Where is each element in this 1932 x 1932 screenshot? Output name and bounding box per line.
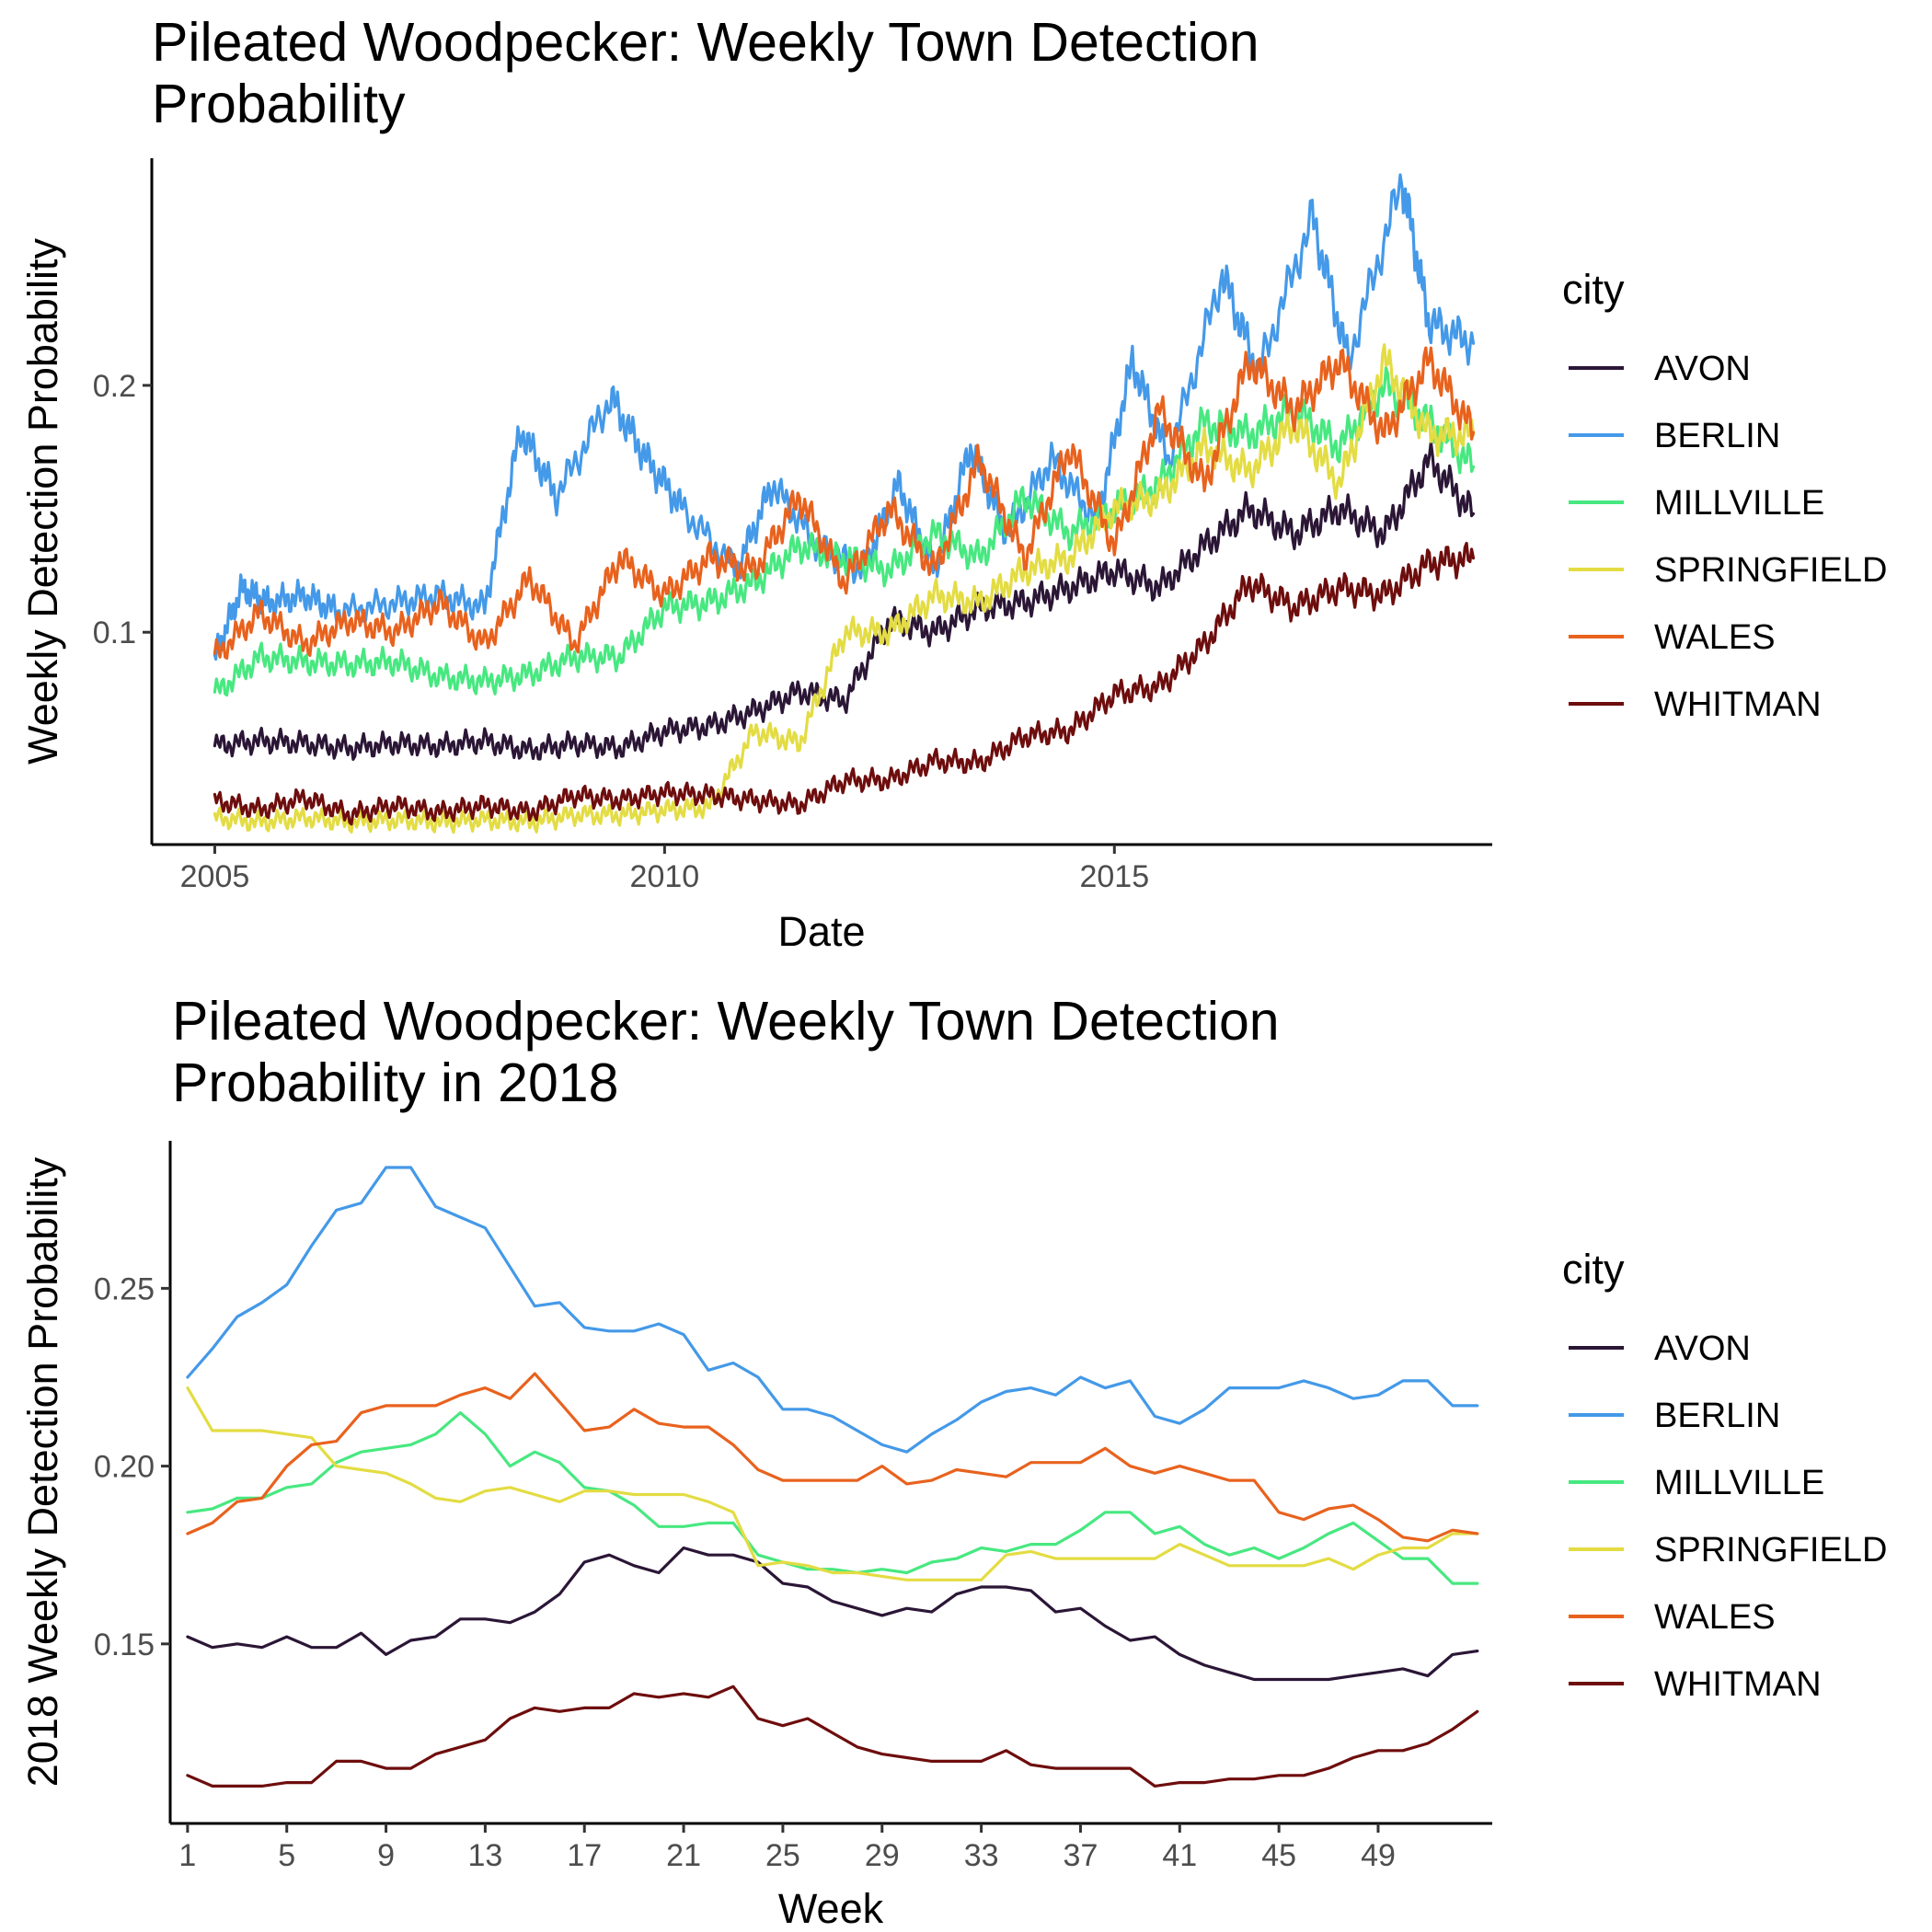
plot-area: 2005 2010 2015 0.1 0.2 (93, 158, 1492, 894)
x-tick-label: 33 (964, 1838, 999, 1873)
chart-title-line-1: Pileated Woodpecker: Weekly Town Detecti… (152, 12, 1259, 73)
x-tick-label: 2015 (1079, 859, 1149, 894)
x-tick-label: 2010 (630, 859, 700, 894)
x-tick-label: 41 (1162, 1838, 1197, 1873)
series-line-springfield (186, 1386, 1479, 1581)
x-tick-label: 2005 (180, 859, 250, 894)
chart-all-years: Pileated Woodpecker: Weekly Town Detecti… (19, 12, 1887, 955)
y-axis-title: Weekly Detection Probability (19, 238, 66, 765)
legend-label-berlin: BERLIN (1654, 1397, 1780, 1435)
series-line-avon (186, 1546, 1479, 1682)
legend: AVON BERLIN MILLVILLE SPRINGFIELD WALES WHITM… (1569, 1329, 1887, 1704)
x-tick-label: 13 (467, 1838, 502, 1873)
series-line-millville (213, 366, 1476, 697)
legend: AVON BERLIN MILLVILLE SPRINGFIELD WALES WHITM… (1569, 350, 1887, 724)
x-tick-label: 29 (865, 1838, 900, 1873)
series-line-springfield (213, 343, 1476, 834)
y-tick-label: 0.25 (94, 1271, 155, 1306)
series-line-wales (186, 1372, 1479, 1543)
x-tick-label: 5 (278, 1838, 295, 1873)
x-tick-label: 49 (1361, 1838, 1396, 1873)
legend-label-springfield: SPRINGFIELD (1654, 551, 1887, 590)
legend-label-whitman: WHITMAN (1654, 685, 1822, 724)
series-line-wales (213, 346, 1476, 660)
chart-title-line-1: Pileated Woodpecker: Weekly Town Detecti… (172, 991, 1280, 1052)
y-tick-label: 0.15 (94, 1627, 155, 1662)
x-tick-label: 25 (765, 1838, 800, 1873)
series-line-avon (213, 440, 1476, 761)
y-tick-label: 0.20 (94, 1450, 155, 1485)
legend-title: city (1562, 1246, 1625, 1293)
x-tick-label: 9 (377, 1838, 395, 1873)
series-line-millville (186, 1411, 1479, 1585)
x-axis-title: Week (778, 1885, 884, 1932)
x-tick-label: 45 (1261, 1838, 1296, 1873)
legend-label-avon: AVON (1654, 350, 1751, 388)
x-axis-title: Date (777, 908, 865, 955)
x-tick-label: 17 (567, 1838, 602, 1873)
legend-label-wales: WALES (1654, 1598, 1776, 1637)
legend-label-wales: WALES (1654, 618, 1776, 657)
legend-label-millville: MILLVILLE (1654, 484, 1824, 523)
y-axis-title: 2018 Weekly Detection Probability (19, 1156, 66, 1787)
legend-title: city (1562, 266, 1625, 313)
x-tick-label: 21 (666, 1838, 701, 1873)
series-line-whitman (186, 1685, 1479, 1788)
legend-label-whitman: WHITMAN (1654, 1665, 1822, 1704)
chart-title-line-2: Probability in 2018 (172, 1052, 618, 1113)
legend-label-berlin: BERLIN (1654, 417, 1780, 455)
series-line-whitman (213, 541, 1476, 826)
legend-label-avon: AVON (1654, 1329, 1751, 1368)
y-tick-label: 0.2 (93, 369, 136, 404)
x-tick-label: 37 (1064, 1838, 1098, 1873)
series-line-berlin (186, 1166, 1479, 1454)
plot-area: 1 5 9 13 17 21 25 29 33 37 41 45 49 0.15 0.20 0.25 (94, 1141, 1492, 1873)
legend-label-millville: MILLVILLE (1654, 1464, 1824, 1502)
y-tick-label: 0.1 (93, 615, 136, 650)
chart-2018: Pileated Woodpecker: Weekly Town Detecti… (19, 991, 1887, 1932)
chart-title-line-2: Probability (152, 74, 406, 134)
legend-label-springfield: SPRINGFIELD (1654, 1531, 1887, 1570)
x-tick-label: 1 (178, 1838, 196, 1873)
